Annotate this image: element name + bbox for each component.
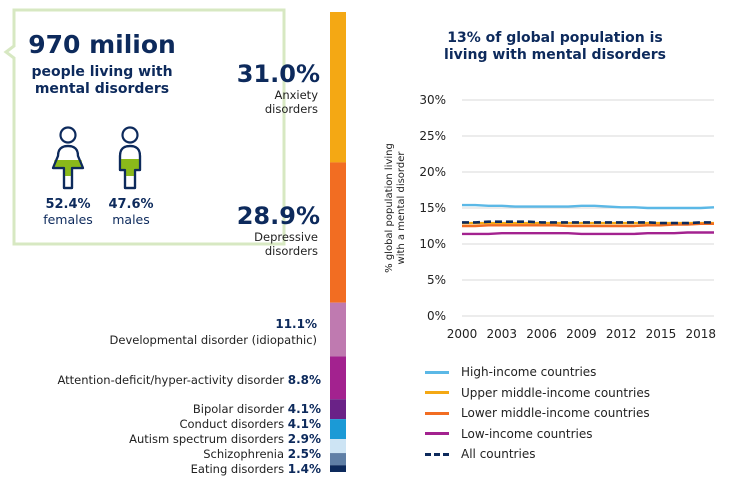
y-tick-label: 10% bbox=[419, 237, 446, 251]
x-tick-label: 2018 bbox=[685, 327, 716, 341]
series-line-lower-middle-income-countries bbox=[462, 222, 714, 228]
bipolar-row: Bipolar disorder 4.1% bbox=[193, 402, 321, 416]
bar-segment-2 bbox=[330, 302, 346, 357]
y-tick-label: 0% bbox=[427, 309, 446, 323]
adhd-label: Attention-deficit/hyper-activity disorde… bbox=[57, 373, 285, 387]
schizophrenia-value: 2.5% bbox=[287, 447, 321, 461]
females-label: females bbox=[43, 212, 93, 227]
x-tick-label: 2012 bbox=[606, 327, 637, 341]
x-tick-label: 2000 bbox=[447, 327, 478, 341]
callout-subtitle-line1: people living with bbox=[31, 64, 173, 80]
y-tick-label: 20% bbox=[419, 165, 446, 179]
males-percentage: 47.6% bbox=[108, 197, 154, 212]
conduct-value: 4.1% bbox=[287, 417, 321, 431]
bar-segment-4 bbox=[330, 399, 346, 420]
adhd-row: Attention-deficit/hyper-activity disorde… bbox=[58, 373, 322, 387]
female-person-icon bbox=[51, 126, 85, 190]
legend-item: High-income countries bbox=[425, 362, 650, 383]
eating-label: Eating disorders bbox=[190, 462, 285, 476]
anxiety-label: Anxiety disorders bbox=[190, 88, 318, 116]
bar-segment-0 bbox=[330, 12, 346, 163]
schizophrenia-label: Schizophrenia bbox=[203, 447, 285, 461]
legend-label: Low-income countries bbox=[461, 426, 593, 441]
eating-value: 1.4% bbox=[287, 462, 321, 476]
developmental-value-row: 11.1% bbox=[275, 317, 317, 331]
legend-label: Upper middle-income countries bbox=[461, 385, 650, 400]
autism-value: 2.9% bbox=[287, 432, 321, 446]
schizophrenia-row: Schizophrenia 2.5% bbox=[203, 447, 321, 461]
bar-segment-1 bbox=[330, 162, 346, 303]
legend-label: All countries bbox=[461, 447, 536, 462]
series-line-all-countries bbox=[462, 220, 714, 225]
adhd-value: 8.8% bbox=[287, 373, 321, 387]
females-percentage: 52.4% bbox=[45, 197, 91, 212]
eating-row: Eating disorders 1.4% bbox=[191, 462, 321, 476]
males-label: males bbox=[112, 212, 150, 227]
y-tick-label: 5% bbox=[427, 273, 446, 287]
legend-label: High-income countries bbox=[461, 365, 597, 380]
legend-swatch bbox=[425, 432, 449, 436]
chart-title-line2: living with mental disorders bbox=[444, 47, 666, 63]
autism-label: Autism spectrum disorders bbox=[129, 432, 285, 446]
summary-callout: 970 milion people living with mental dis… bbox=[0, 0, 290, 300]
anxiety-value: 31.0% bbox=[236, 60, 320, 88]
x-tick-label: 2003 bbox=[487, 327, 518, 341]
bipolar-value: 4.1% bbox=[287, 402, 321, 416]
series-line-low-income-countries bbox=[462, 231, 714, 236]
conduct-label: Conduct disorders bbox=[179, 417, 285, 431]
legend-swatch bbox=[425, 391, 449, 395]
anxiety-label-line2: disorders bbox=[264, 102, 318, 116]
y-tick-label: 30% bbox=[419, 93, 446, 107]
y-tick-label: 25% bbox=[419, 129, 446, 143]
legend-item: All countries bbox=[425, 444, 650, 465]
bar-segment-5 bbox=[330, 419, 346, 440]
x-tick-label: 2006 bbox=[526, 327, 557, 341]
chart-title: 13% of global population is living with … bbox=[430, 30, 680, 64]
y-axis-label-line2: with a mental disorder bbox=[396, 151, 407, 265]
depressive-label-line2: disorders bbox=[264, 244, 318, 258]
legend-label: Lower middle-income countries bbox=[461, 406, 650, 421]
callout-frame bbox=[3, 8, 286, 246]
depressive-value: 28.9% bbox=[236, 202, 320, 230]
depressive-label-line1: Depressive bbox=[254, 230, 318, 244]
chart-title-line1: 13% of global population is bbox=[447, 30, 663, 46]
legend-swatch bbox=[425, 452, 449, 456]
series-line-high-income-countries bbox=[462, 203, 715, 210]
legend-item: Upper middle-income countries bbox=[425, 383, 650, 404]
y-tick-label: 15% bbox=[419, 201, 446, 215]
callout-subtitle-line2: mental disorders bbox=[34, 81, 170, 97]
bar-segment-3 bbox=[330, 356, 346, 400]
anxiety-label-line1: Anxiety bbox=[274, 88, 318, 102]
male-person-icon bbox=[118, 126, 142, 190]
depressive-label: Depressive disorders bbox=[190, 230, 318, 258]
legend-item: Low-income countries bbox=[425, 424, 650, 445]
total-people-value: 970 milion bbox=[28, 30, 176, 59]
bar-segment-8 bbox=[330, 465, 346, 472]
developmental-label: Developmental disorder (idiopathic) bbox=[109, 333, 317, 347]
legend-swatch bbox=[425, 370, 449, 374]
bar-segment-6 bbox=[330, 439, 346, 454]
conduct-row: Conduct disorders 4.1% bbox=[179, 417, 321, 431]
x-tick-label: 2015 bbox=[646, 327, 677, 341]
bipolar-label: Bipolar disorder bbox=[192, 402, 285, 416]
callout-subtitle: people living with mental disorders bbox=[22, 64, 182, 98]
chart-legend: High-income countries Upper middle-income… bbox=[425, 362, 650, 465]
x-tick-label: 2009 bbox=[566, 327, 597, 341]
autism-row: Autism spectrum disorders 2.9% bbox=[129, 432, 321, 446]
legend-swatch bbox=[425, 411, 449, 415]
legend-item: Lower middle-income countries bbox=[425, 403, 650, 424]
developmental-value: 11.1% bbox=[275, 317, 317, 331]
bar-segment-7 bbox=[330, 453, 346, 466]
y-axis-label-line1: % global population living bbox=[384, 143, 395, 273]
